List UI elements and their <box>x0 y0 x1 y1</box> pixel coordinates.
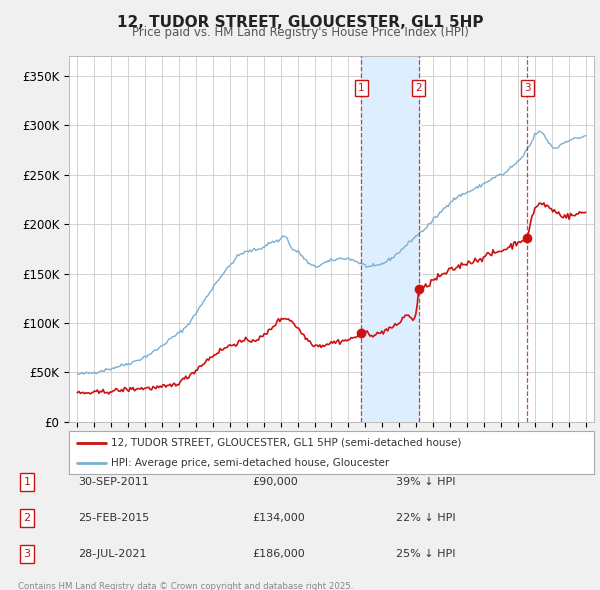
Text: 25-FEB-2015: 25-FEB-2015 <box>78 513 149 523</box>
Text: 22% ↓ HPI: 22% ↓ HPI <box>396 513 455 523</box>
Text: 12, TUDOR STREET, GLOUCESTER, GL1 5HP: 12, TUDOR STREET, GLOUCESTER, GL1 5HP <box>117 15 483 30</box>
Text: £90,000: £90,000 <box>252 477 298 487</box>
Text: 3: 3 <box>23 549 31 559</box>
Text: 12, TUDOR STREET, GLOUCESTER, GL1 5HP (semi-detached house): 12, TUDOR STREET, GLOUCESTER, GL1 5HP (s… <box>111 438 461 448</box>
Text: 2: 2 <box>415 83 422 93</box>
Text: Contains HM Land Registry data © Crown copyright and database right 2025.
This d: Contains HM Land Registry data © Crown c… <box>18 582 353 590</box>
Text: 30-SEP-2011: 30-SEP-2011 <box>78 477 149 487</box>
Text: Price paid vs. HM Land Registry's House Price Index (HPI): Price paid vs. HM Land Registry's House … <box>131 26 469 39</box>
Text: 1: 1 <box>23 477 31 487</box>
Text: 3: 3 <box>524 83 531 93</box>
Text: HPI: Average price, semi-detached house, Gloucester: HPI: Average price, semi-detached house,… <box>111 458 389 468</box>
Text: 2: 2 <box>23 513 31 523</box>
Bar <box>361 56 419 422</box>
Text: 25% ↓ HPI: 25% ↓ HPI <box>396 549 455 559</box>
Text: £186,000: £186,000 <box>252 549 305 559</box>
Text: 39% ↓ HPI: 39% ↓ HPI <box>396 477 455 487</box>
Text: 1: 1 <box>358 83 364 93</box>
Text: 28-JUL-2021: 28-JUL-2021 <box>78 549 146 559</box>
Text: £134,000: £134,000 <box>252 513 305 523</box>
